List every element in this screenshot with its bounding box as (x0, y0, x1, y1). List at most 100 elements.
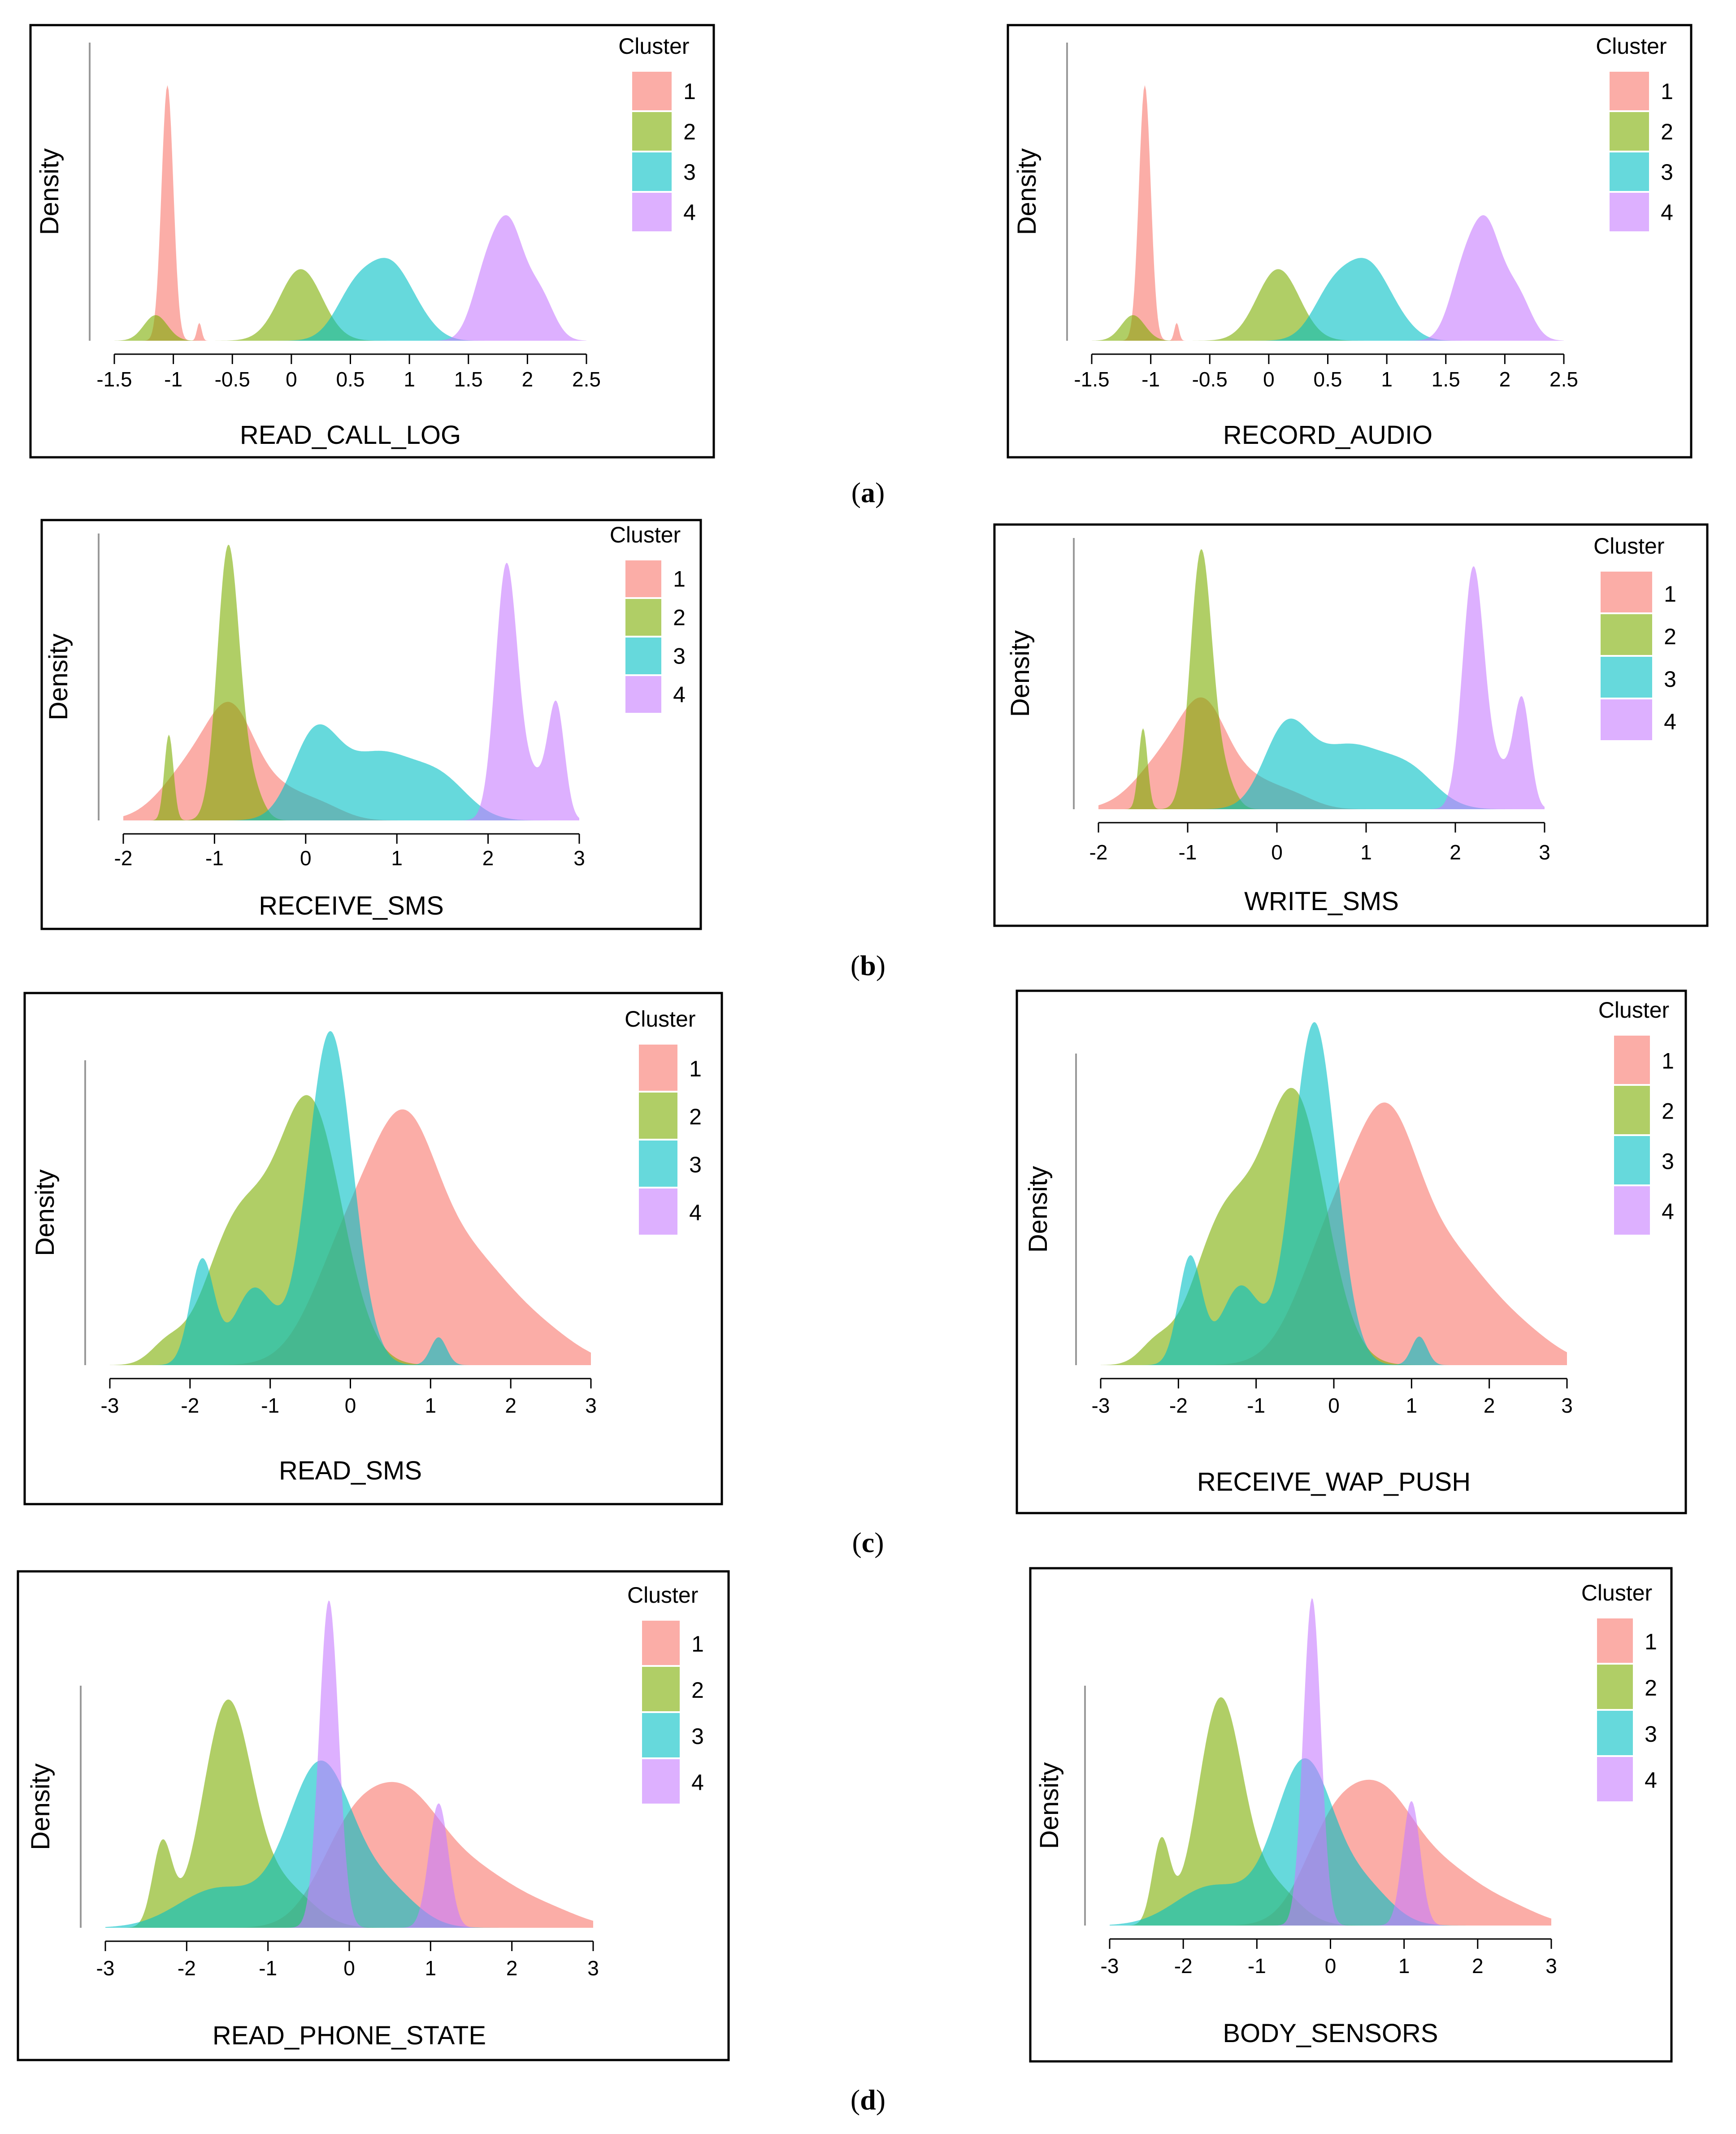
legend-swatch-cluster-2 (642, 1667, 680, 1711)
legend-label-cluster-4: 4 (689, 1200, 702, 1225)
density-area-cluster-3 (114, 258, 586, 341)
density-area-cluster-3 (1092, 258, 1564, 341)
x-axis-label: READ_SMS (279, 1456, 422, 1485)
x-tick-label: -1.5 (1074, 368, 1109, 391)
legend-label-cluster-4: 4 (673, 682, 686, 707)
legend-label-cluster-2: 2 (1645, 1675, 1657, 1700)
x-tick-label: 2 (522, 368, 534, 391)
x-tick-label: 0 (1263, 368, 1275, 391)
x-tick-label: -2 (1169, 1394, 1188, 1417)
x-tick-label: 0 (1271, 841, 1283, 864)
density-area-cluster-4 (1092, 215, 1564, 341)
density-areas (114, 85, 586, 341)
legend-label-cluster-4: 4 (683, 200, 696, 225)
legend-swatch-cluster-3 (1614, 1136, 1650, 1184)
legend-label-cluster-1: 1 (673, 566, 686, 591)
chart-panel: -1.5 -1 -0.5 0 0.5 1 1.5 2 2.5 READ_CALL_LOG Densi… (29, 24, 715, 459)
legend-label-cluster-1: 1 (1645, 1629, 1657, 1654)
legend-swatch-cluster-1 (1601, 572, 1652, 612)
legend-label-cluster-1: 1 (1661, 79, 1673, 104)
x-axis-label: WRITE_SMS (1244, 887, 1399, 916)
density-area-cluster-1 (114, 85, 586, 341)
x-tick-label: 0 (300, 846, 312, 870)
legend-label-cluster-4: 4 (1664, 709, 1676, 734)
legend-label-cluster-3: 3 (689, 1152, 702, 1177)
legend-label-cluster-1: 1 (1662, 1049, 1674, 1074)
x-tick-label: -1 (261, 1394, 279, 1417)
legend-swatch-cluster-4 (642, 1759, 680, 1804)
x-tick-label: 3 (585, 1394, 597, 1417)
x-tick-label: 1 (425, 1394, 437, 1417)
x-tick-label: 3 (573, 846, 585, 870)
legend-label-cluster-1: 1 (1664, 581, 1676, 607)
x-tick-label: 0 (343, 1956, 355, 1980)
y-axis-label: Density (35, 148, 64, 235)
panel-frame (40, 519, 702, 930)
legend-swatch-cluster-2 (632, 112, 672, 151)
x-tick-label: 2 (506, 1956, 518, 1980)
x-tick-label: -3 (96, 1956, 115, 1980)
legend-swatch-cluster-1 (639, 1045, 677, 1091)
x-tick-label: 2 (1484, 1394, 1495, 1417)
legend-label-cluster-4: 4 (691, 1770, 704, 1795)
x-tick-label: 1 (425, 1956, 437, 1980)
density-area-cluster-2 (1101, 1088, 1567, 1365)
chart-panel: -2 -1 0 1 2 3 RECEIVE_SMS Density Cluster 1 2 3 4 (40, 519, 702, 930)
x-tick-label: -2 (114, 846, 133, 870)
y-axis-label: Density (1006, 630, 1035, 717)
x-tick-label: -1 (205, 846, 224, 870)
legend-swatch-cluster-1 (1597, 1618, 1633, 1663)
density-areas (1092, 85, 1564, 341)
y-axis-label: Density (1012, 148, 1042, 235)
x-tick-label: 1 (391, 846, 403, 870)
density-area-cluster-1 (1092, 85, 1564, 341)
legend-title: Cluster (1598, 998, 1669, 1023)
density-areas (123, 545, 579, 820)
legend-swatch-cluster-2 (639, 1093, 677, 1139)
legend-swatch-cluster-2 (625, 599, 661, 636)
density-area-cluster-2 (110, 1095, 591, 1365)
legend-label-cluster-1: 1 (689, 1056, 702, 1081)
legend-swatch-cluster-2 (1597, 1665, 1633, 1709)
legend-swatch-cluster-3 (642, 1713, 680, 1757)
legend-label-cluster-2: 2 (691, 1678, 704, 1703)
density-area-cluster-4 (114, 215, 586, 341)
x-tick-label: 1 (1406, 1394, 1418, 1417)
legend-swatch-cluster-3 (1597, 1711, 1633, 1755)
legend-swatch-cluster-4 (1614, 1186, 1650, 1235)
chart-panel: -3 -2 -1 0 1 2 3 READ_PHONE_STATE Density Cluster… (17, 1570, 730, 2061)
legend-swatch-cluster-3 (639, 1141, 677, 1187)
legend-title: Cluster (1593, 534, 1664, 559)
x-tick-label: -1 (1179, 841, 1197, 864)
legend-title: Cluster (1596, 34, 1667, 59)
caption-d: (d) (851, 2084, 885, 2116)
x-tick-label: -2 (178, 1956, 196, 1980)
x-tick-label: 1 (1398, 1954, 1410, 1978)
x-tick-label: 3 (1545, 1954, 1557, 1978)
density-areas (110, 1031, 591, 1365)
density-areas (1110, 1598, 1551, 1926)
legend-title: Cluster (618, 34, 689, 59)
x-tick-label: -2 (1089, 841, 1108, 864)
legend-title: Cluster (610, 522, 681, 547)
legend-label-cluster-4: 4 (1661, 200, 1673, 225)
panel-frame (993, 523, 1709, 927)
x-axis-label: RECEIVE_WAP_PUSH (1197, 1467, 1471, 1496)
x-axis-label: BODY_SENSORS (1223, 2019, 1438, 2048)
x-tick-label: -1 (1248, 1954, 1266, 1978)
legend-swatch-cluster-1 (632, 72, 672, 110)
legend-swatch-cluster-2 (1614, 1086, 1650, 1134)
panel-frame (1007, 24, 1693, 459)
x-tick-label: -2 (181, 1394, 199, 1417)
density-area-cluster-2 (114, 269, 586, 341)
caption-b: (b) (851, 950, 885, 981)
density-area-cluster-3 (110, 1031, 591, 1365)
legend-label-cluster-4: 4 (1645, 1768, 1657, 1793)
x-tick-label: 3 (1539, 841, 1550, 864)
x-tick-label: 0 (1325, 1954, 1337, 1978)
